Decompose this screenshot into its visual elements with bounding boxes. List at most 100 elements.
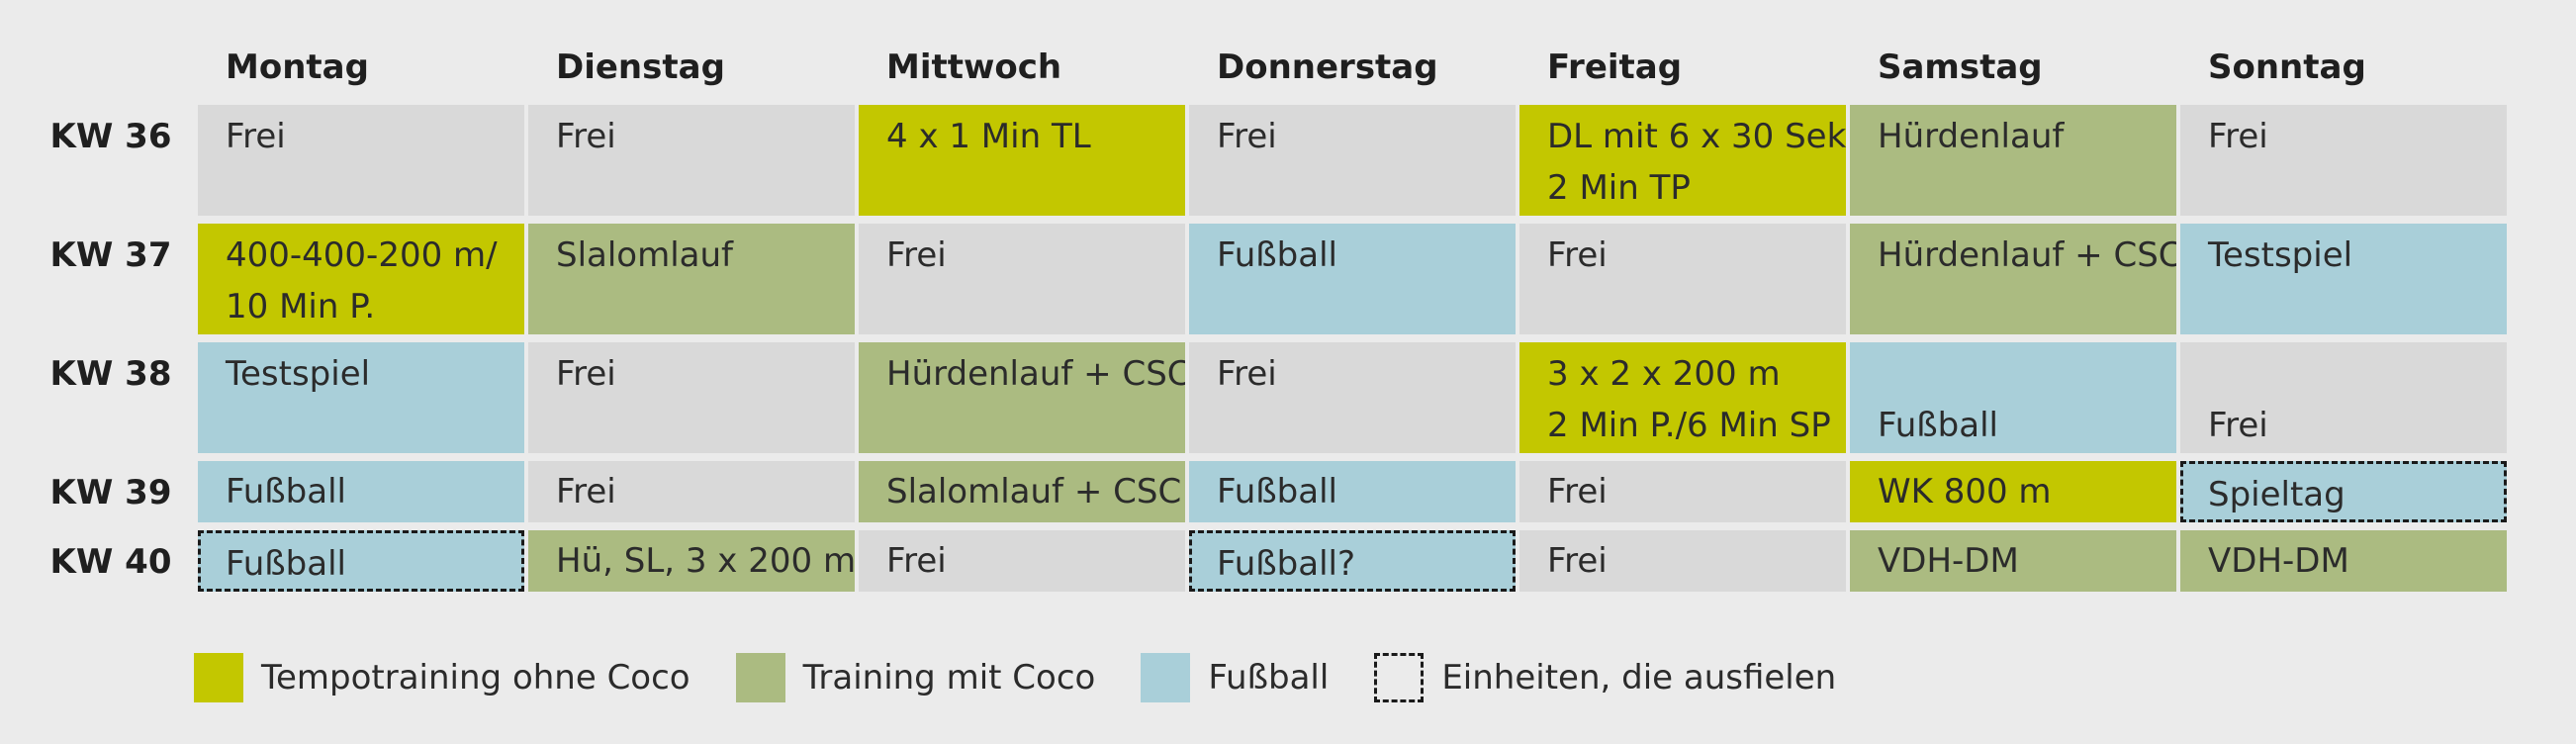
day-header-mittwoch: Mittwoch: [886, 47, 1062, 87]
legend-item-fussball: Fußball: [1141, 653, 1329, 702]
week-label-kw-38: KW 38: [49, 354, 172, 394]
schedule-cell-kw-37-sonntag: Testspiel: [2180, 224, 2507, 334]
legend-swatch-cancelled: [1374, 653, 1425, 702]
schedule-cell-kw-40-sonntag: VDH-DM: [2180, 530, 2507, 592]
cell-text-line: Fußball: [1217, 235, 1337, 275]
day-header-montag: Montag: [226, 47, 369, 87]
schedule-cell-kw-37-montag: 400-400-200 m/10 Min P.: [198, 224, 524, 334]
cell-text: Frei: [1547, 466, 1818, 517]
cell-text: VDH-DM: [1878, 535, 2149, 587]
week-label-kw-37: KW 37: [49, 235, 172, 275]
cell-text: Testspiel: [226, 348, 497, 400]
cell-text: Frei: [2208, 111, 2479, 162]
legend-label: Einheiten, die ausfielen: [1441, 658, 1837, 698]
week-label-kw-40: KW 40: [49, 542, 172, 582]
schedule-cell-kw-40-dienstag: Hü, SL, 3 x 200 m: [528, 530, 855, 592]
schedule-cell-kw-37-donnerstag: Fußball: [1189, 224, 1516, 334]
cell-text-line: Frei: [1547, 541, 1608, 581]
cell-text-line: Testspiel: [226, 354, 371, 394]
week-label-kw-39: KW 39: [49, 473, 172, 512]
cell-text: 4 x 1 Min TL: [886, 111, 1157, 162]
cell-text: WK 800 m: [1878, 466, 2149, 517]
cell-text: Fußball: [1878, 400, 1998, 451]
legend-item-coco: Training mit Coco: [735, 653, 1096, 702]
day-header-freitag: Freitag: [1547, 47, 1683, 87]
legend-label: Training mit Coco: [802, 658, 1096, 698]
cell-text-line: Hü, SL, 3 x 200 m: [556, 541, 855, 581]
cell-text-line: 2 Min TP: [1547, 168, 1691, 208]
schedule-cell-kw-39-samstag: WK 800 m: [1850, 461, 2176, 522]
schedule-cell-kw-36-samstag: Hürdenlauf: [1850, 105, 2176, 216]
day-header-donnerstag: Donnerstag: [1217, 47, 1438, 87]
schedule-cell-kw-38-mittwoch: Hürdenlauf + CSC: [859, 342, 1185, 453]
legend-item-cancelled: Einheiten, die ausfielen: [1374, 653, 1836, 702]
cell-text: Frei: [556, 348, 827, 400]
schedule-cell-kw-40-mittwoch: Frei: [859, 530, 1185, 592]
cell-text-line: Frei: [556, 354, 616, 394]
schedule-cell-kw-37-freitag: Frei: [1519, 224, 1846, 334]
schedule-cell-kw-36-montag: Frei: [198, 105, 524, 216]
legend-item-tempo: Tempotraining ohne Coco: [194, 653, 690, 702]
cell-text: Fußball: [226, 466, 497, 517]
day-header-samstag: Samstag: [1878, 47, 2043, 87]
cell-text-line: DL mit 6 x 30 Sek/: [1547, 117, 1846, 156]
schedule-cell-kw-37-mittwoch: Frei: [859, 224, 1185, 334]
cell-text-line: Fußball: [226, 472, 346, 512]
cell-text: Fußball?: [1217, 538, 1488, 589]
day-header-dienstag: Dienstag: [556, 47, 725, 87]
cell-text-line: 10 Min P.: [226, 287, 376, 326]
cell-text: Frei: [886, 535, 1157, 587]
cell-text: Frei: [886, 230, 1157, 281]
schedule-cell-kw-37-samstag: Hürdenlauf + CSC: [1850, 224, 2176, 334]
cell-text: 3 x 2 x 200 m 2 Min P./6 Min SP: [1547, 348, 1831, 451]
cell-text-line: Frei: [2208, 117, 2268, 156]
cell-text: Testspiel: [2208, 230, 2479, 281]
schedule-cell-kw-38-dienstag: Frei: [528, 342, 855, 453]
cell-text: Frei: [556, 111, 827, 162]
schedule-cell-kw-39-dienstag: Frei: [528, 461, 855, 522]
schedule-cell-kw-39-montag: Fußball: [198, 461, 524, 522]
cell-text-line: Spieltag: [2208, 475, 2346, 514]
cell-text: Fußball: [226, 538, 497, 589]
week-label-kw-36: KW 36: [49, 117, 172, 156]
schedule-cell-kw-37-dienstag: Slalomlauf: [528, 224, 855, 334]
cell-text-line: Frei: [2208, 406, 2268, 445]
cell-text-line: Slalomlauf + CSC: [886, 472, 1182, 512]
cell-text-line: Hürdenlauf: [1878, 117, 2065, 156]
cell-text-line: Fußball: [1217, 472, 1337, 512]
cell-text-line: Hürdenlauf + CSC: [1878, 235, 2176, 275]
legend-label: Fußball: [1208, 658, 1330, 698]
cell-text: Spieltag: [2208, 469, 2479, 519]
cell-text: Frei: [1547, 230, 1818, 281]
day-header-sonntag: Sonntag: [2208, 47, 2366, 87]
schedule-cell-kw-36-freitag: DL mit 6 x 30 Sek/2 Min TP: [1519, 105, 1846, 216]
schedule-cell-kw-39-mittwoch: Slalomlauf + CSC: [859, 461, 1185, 522]
legend-label: Tempotraining ohne Coco: [261, 658, 690, 698]
legend: Tempotraining ohne Coco Training mit Coco…: [194, 653, 1882, 702]
cell-text: Slalomlauf: [556, 230, 827, 281]
cell-text-line: Frei: [886, 235, 947, 275]
schedule-cell-kw-38-freitag: 3 x 2 x 200 m 2 Min P./6 Min SP: [1519, 342, 1846, 453]
cell-text: Hürdenlauf: [1878, 111, 2149, 162]
schedule-cell-kw-36-dienstag: Frei: [528, 105, 855, 216]
cell-text: Hürdenlauf + CSC: [1878, 230, 2176, 281]
cell-text: Frei: [2208, 400, 2268, 451]
cell-text: Frei: [556, 466, 827, 517]
cell-text: Frei: [1217, 111, 1488, 162]
schedule-cell-kw-39-sonntag: Spieltag: [2180, 461, 2507, 522]
schedule-cell-kw-38-sonntag: Frei: [2180, 342, 2507, 453]
cell-text: Frei: [226, 111, 497, 162]
cell-text-line: Frei: [556, 472, 616, 512]
cell-text: Fußball: [1217, 466, 1488, 517]
cell-text: Hürdenlauf + CSC: [886, 348, 1185, 400]
schedule-cell-kw-38-samstag: Fußball: [1850, 342, 2176, 453]
legend-swatch-tempo: [194, 653, 243, 702]
cell-text-line: Slalomlauf: [556, 235, 734, 275]
schedule-cell-kw-38-donnerstag: Frei: [1189, 342, 1516, 453]
cell-text: 400-400-200 m/10 Min P.: [226, 230, 498, 332]
cell-text-line: VDH-DM: [1878, 541, 2019, 581]
cell-text-line: Hürdenlauf + CSC: [886, 354, 1185, 394]
schedule-cell-kw-40-donnerstag: Fußball?: [1189, 530, 1516, 592]
cell-text-line: 2 Min P./6 Min SP: [1547, 406, 1831, 445]
schedule-cell-kw-40-freitag: Frei: [1519, 530, 1846, 592]
